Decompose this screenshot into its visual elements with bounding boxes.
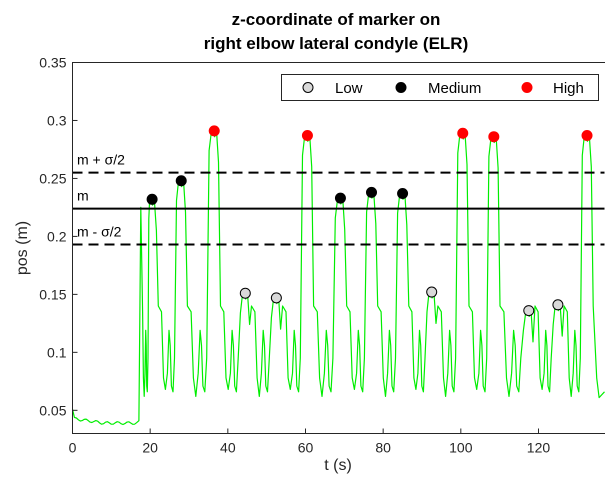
point-high <box>208 125 220 137</box>
y-tick-label: 0.25 <box>39 170 66 186</box>
point-medium <box>175 175 187 187</box>
legend-marker-low <box>302 82 314 93</box>
point-high <box>301 130 313 142</box>
marker-points <box>146 125 593 317</box>
x-tick-label: 20 <box>142 440 158 456</box>
y-axis-label: pos (m) <box>14 221 31 275</box>
legend-label-medium: Medium <box>428 80 481 97</box>
point-high <box>488 131 500 143</box>
point-high <box>457 127 469 139</box>
x-tick-label: 80 <box>375 440 391 456</box>
point-medium <box>397 188 409 200</box>
signal-layer <box>71 126 605 426</box>
y-tick-label: 0.1 <box>47 344 67 360</box>
chart-title-line-2: right elbow lateral condyle (ELR) <box>204 34 468 53</box>
y-tick-label: 0.3 <box>47 112 67 128</box>
plot-area <box>72 62 605 434</box>
chart-title-line-1: z-coordinate of marker on <box>232 10 441 29</box>
point-medium <box>366 186 378 198</box>
reference-line-label: m <box>77 188 89 204</box>
point-low <box>523 305 535 317</box>
x-tick-label: 40 <box>220 440 236 456</box>
legend-label-high: High <box>553 80 584 97</box>
y-tick-label: 0.05 <box>39 402 66 418</box>
point-low <box>552 299 564 311</box>
x-tick-label: 0 <box>69 440 77 456</box>
legend: Low Medium High <box>281 74 599 101</box>
point-low <box>239 287 251 299</box>
ticks: 0 20 40 60 80 100 120 0.05 0.1 0.15 0.2 0.25 0.3 0.35 <box>39 55 550 456</box>
x-tick-label: 120 <box>527 440 551 456</box>
point-low <box>270 292 282 304</box>
reference-line-label: m - σ/2 <box>77 224 122 240</box>
point-high <box>581 130 593 142</box>
legend-label-low: Low <box>335 80 363 97</box>
y-tick-label: 0.35 <box>39 55 66 71</box>
point-medium <box>334 192 346 204</box>
legend-box <box>281 74 599 101</box>
axes <box>72 62 605 434</box>
y-tick-label: 0.15 <box>39 286 66 302</box>
reference-line-label: m + σ/2 <box>77 152 125 168</box>
point-low <box>426 286 438 298</box>
signal-line <box>71 126 605 426</box>
point-medium <box>146 193 158 205</box>
legend-marker-high <box>521 82 533 93</box>
legend-marker-medium <box>395 82 407 93</box>
x-axis-label: t (s) <box>324 457 352 474</box>
x-tick-label: 100 <box>449 440 473 456</box>
reference-lines: m + σ/2 m m - σ/2 <box>72 152 605 246</box>
y-tick-label: 0.2 <box>47 228 67 244</box>
x-tick-label: 60 <box>298 440 314 456</box>
